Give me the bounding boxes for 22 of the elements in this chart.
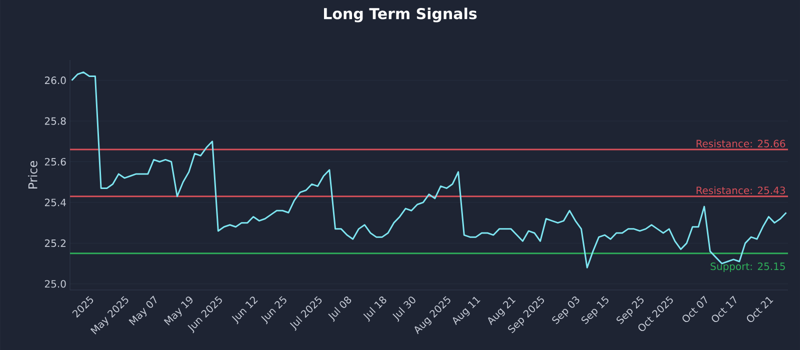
y-tick-label: 26.0 — [44, 76, 66, 84]
y-tick-label: 25.8 — [44, 117, 66, 125]
x-tick-label: Sep 15 — [581, 296, 608, 324]
y-axis-title: Price — [28, 160, 38, 188]
ref-line-label: Resistance: 25.66 — [696, 140, 786, 148]
x-tick-label: Jun 25 — [261, 296, 286, 324]
x-tick-label: Sep 03 — [552, 296, 580, 324]
x-tick-label: Oct 21 — [746, 296, 774, 322]
x-tick-label: Jul 08 — [328, 296, 352, 322]
ref-line-label: Support: 25.15 — [710, 262, 785, 272]
x-tick-label: Jul 30 — [392, 296, 416, 322]
chart-title: Long Term Signals — [324, 8, 477, 22]
x-tick-label: Sep 25 — [616, 296, 644, 324]
ref-line-label: Resistance: 25.43 — [696, 186, 785, 194]
y-tick-label: 25.4 — [44, 198, 66, 206]
x-tick-label: Jun 12 — [232, 296, 258, 324]
y-tick-label: 25.0 — [44, 280, 66, 288]
x-tick-label: Oct 07 — [682, 296, 708, 322]
x-tick-label: Jul 18 — [363, 296, 386, 322]
x-tick-label: Oct 17 — [712, 296, 736, 322]
y-tick-label: 25.6 — [44, 158, 66, 166]
y-tick-label: 25.2 — [44, 239, 66, 247]
